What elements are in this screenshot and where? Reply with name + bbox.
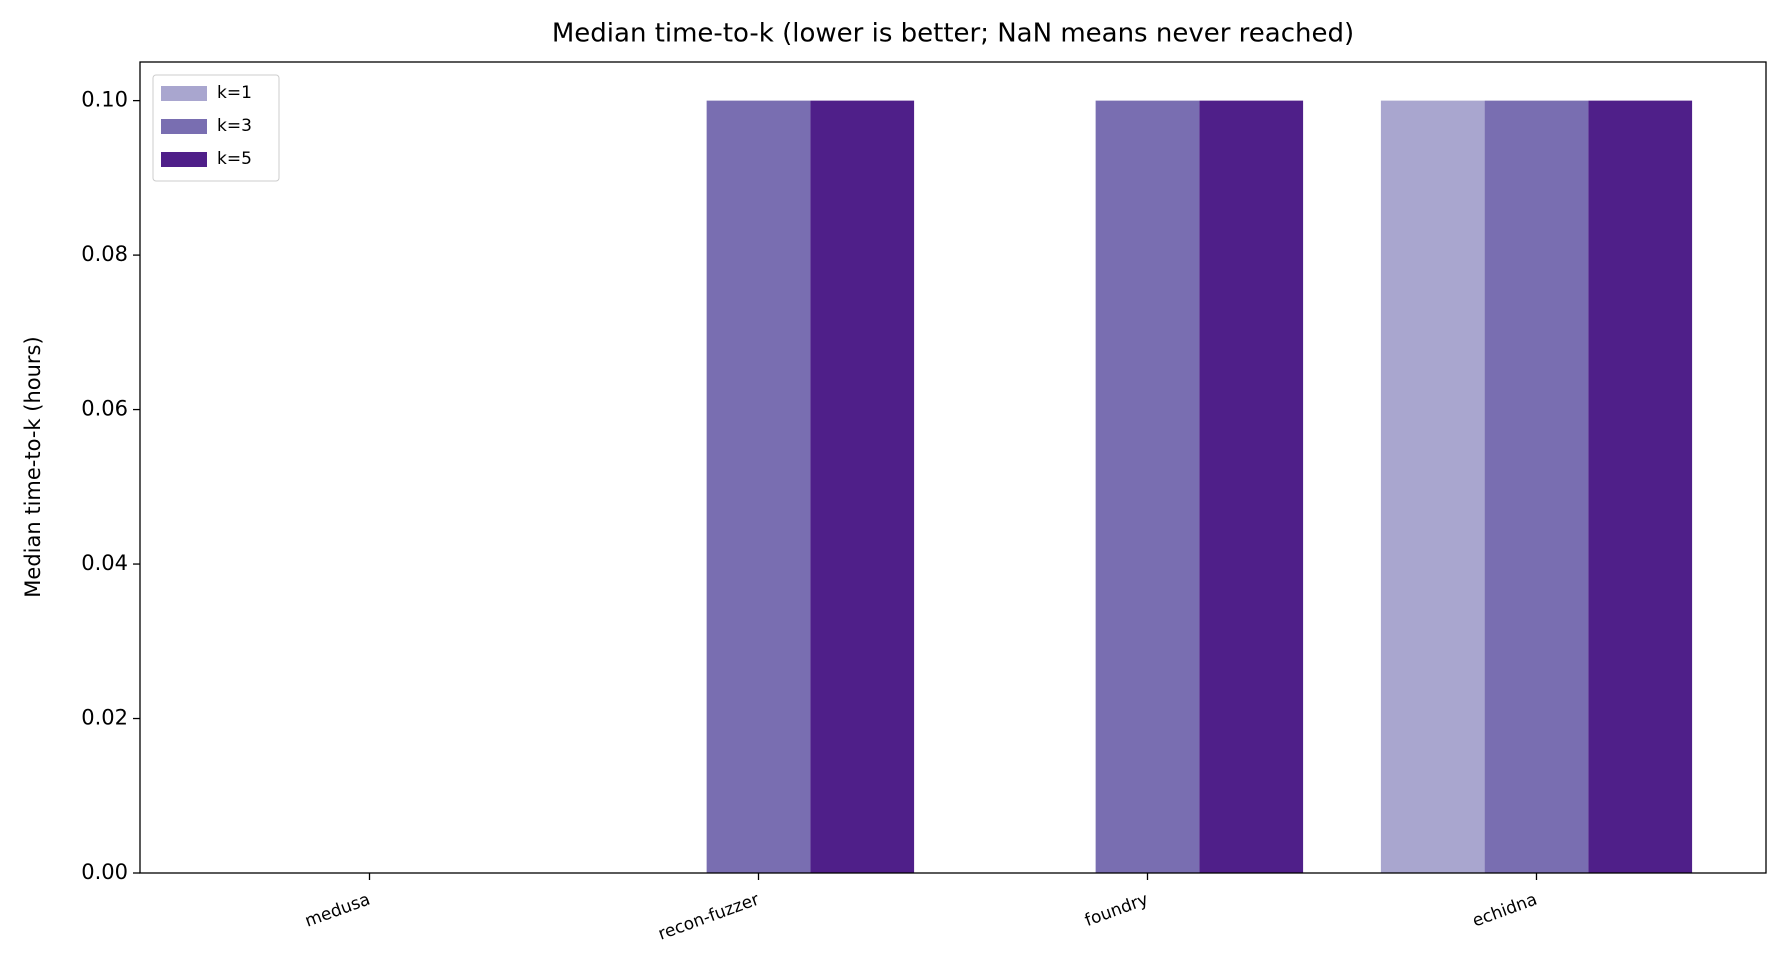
chart-title: Median time-to-k (lower is better; NaN m… [552, 19, 1354, 49]
legend-label: k=5 [217, 149, 252, 169]
x-tick-label: foundry [1082, 890, 1151, 931]
bar [1380, 100, 1485, 874]
legend-label: k=3 [217, 116, 252, 136]
bar [706, 100, 811, 874]
x-tick-label: echidna [1470, 890, 1540, 932]
legend-swatch [161, 86, 207, 101]
bar [1095, 100, 1200, 874]
x-tick-label: recon-fuzzer [656, 890, 762, 945]
y-axis-label: Median time-to-k (hours) [21, 336, 45, 597]
y-tick-label: 0.04 [81, 551, 128, 575]
legend-label: k=1 [217, 83, 252, 103]
legend-swatch [161, 152, 207, 167]
bar [1199, 100, 1304, 874]
y-tick-label: 0.02 [81, 706, 128, 730]
plot-frame [139, 61, 1767, 874]
y-tick-label: 0.00 [81, 860, 128, 884]
legend-swatch [161, 119, 207, 134]
bar [1484, 100, 1589, 874]
bar [1588, 100, 1693, 874]
y-tick-label: 0.06 [81, 397, 128, 421]
y-tick-label: 0.08 [81, 242, 128, 266]
y-tick-label: 0.10 [81, 88, 128, 112]
x-tick-label: medusa [302, 890, 373, 932]
bar [810, 100, 915, 874]
